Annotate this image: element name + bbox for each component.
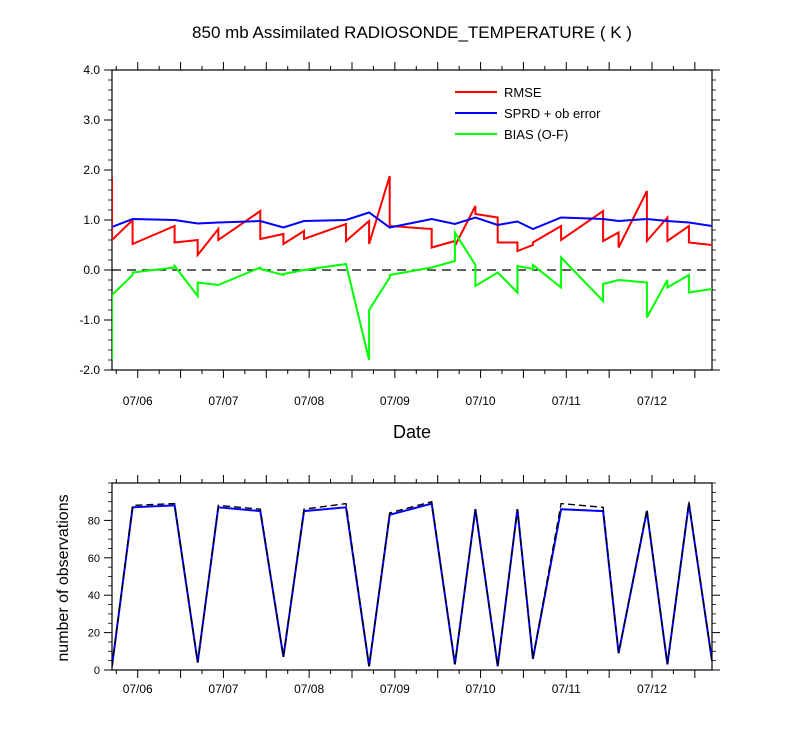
top-ytick-label: -2.0 xyxy=(79,363,100,377)
bottom-chart-ylabel: number of observations xyxy=(55,494,72,661)
top-xtick-label: 07/12 xyxy=(637,394,667,408)
bottom-plot: 0 20 40 60 80 07/06 07/07 07/08 07/09 07/10 07/11 0… xyxy=(88,475,720,696)
top-xtick-label: 07/08 xyxy=(294,394,324,408)
top-xtick-label: 07/11 xyxy=(552,394,581,408)
legend-label-bias-o-f: BIAS (O-F) xyxy=(504,127,568,142)
bottom-plot-frame xyxy=(111,482,713,671)
bottom-xtick-label: 07/09 xyxy=(380,682,410,696)
top-plot: -2.0 -1.0 0.0 1.0 2.0 3.0 4.0 07/06 07/07 07/08 07… xyxy=(79,62,720,408)
bottom-ytick-label: 60 xyxy=(88,553,100,565)
top-xtick-label: 07/07 xyxy=(208,394,238,408)
legend-label-rmse: RMSE xyxy=(504,85,542,100)
bottom-series-observations-used xyxy=(112,502,712,667)
top-series-sprd-ob-error xyxy=(112,211,712,231)
bottom-xtick-label: 07/07 xyxy=(208,682,238,696)
top-chart-title: 850 mb Assimilated RADIOSONDE_TEMPERATUR… xyxy=(192,23,632,42)
bottom-xtick-label: 07/08 xyxy=(294,682,324,696)
top-ytick-label: 3.0 xyxy=(83,113,100,127)
top-xtick-label: 07/06 xyxy=(123,394,153,408)
bottom-xtick-label: 07/12 xyxy=(637,682,667,696)
top-xtick-label: 07/10 xyxy=(466,394,496,408)
bottom-xtick-label: 07/10 xyxy=(466,682,496,696)
top-xtick-label: 07/09 xyxy=(380,394,410,408)
bottom-ytick-label: 80 xyxy=(88,515,100,527)
top-ytick-label: -1.0 xyxy=(79,313,100,327)
top-legend: RMSE SPRD + ob error BIAS (O-F) xyxy=(455,85,601,142)
top-ytick-label: 1.0 xyxy=(83,213,100,227)
bottom-series-observations-possible xyxy=(112,500,712,667)
top-series-bias-o-f xyxy=(112,229,712,361)
top-ytick-label: 2.0 xyxy=(83,163,100,177)
top-chart-xlabel: Date xyxy=(393,422,431,442)
top-ytick-label: 0.0 xyxy=(83,263,100,277)
bottom-ytick-label: 40 xyxy=(88,590,100,602)
bottom-ytick-label: 0 xyxy=(94,665,100,677)
top-ytick-label: 4.0 xyxy=(83,63,100,77)
legend-label-sprd-ob-error: SPRD + ob error xyxy=(504,106,601,121)
top-series-rmse xyxy=(112,175,712,258)
bottom-xtick-label: 07/11 xyxy=(552,682,581,696)
bottom-xtick-label: 07/06 xyxy=(123,682,153,696)
bottom-ytick-label: 20 xyxy=(88,628,100,640)
